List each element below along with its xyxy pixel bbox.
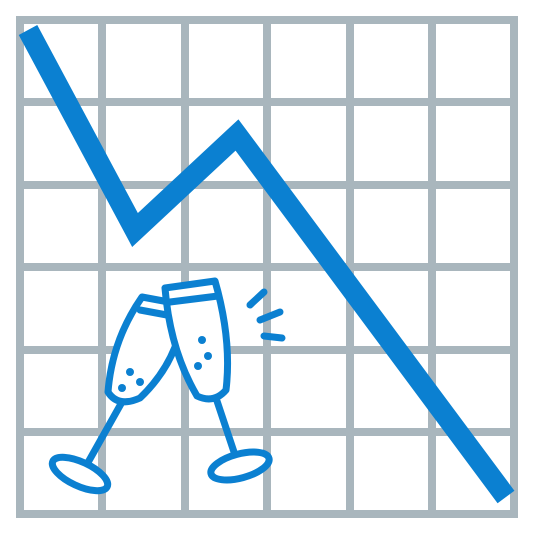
bubble [194,362,202,370]
bubbles [118,336,212,392]
sparkle [260,332,286,342]
decline-line [18,25,515,504]
bubble [204,352,212,360]
champagne-glasses [48,277,286,495]
bubble [198,336,206,344]
bubble [126,368,134,376]
right-glass-rim [166,292,222,306]
sparkle [246,288,268,309]
right-glass-stem [212,394,240,462]
right-glass-foot [207,448,273,484]
left-glass-stem [82,398,126,470]
bubble [136,378,144,386]
grid [16,16,518,518]
left-glass-foot [48,453,112,495]
bubble [118,384,126,392]
sparkle [256,308,284,324]
